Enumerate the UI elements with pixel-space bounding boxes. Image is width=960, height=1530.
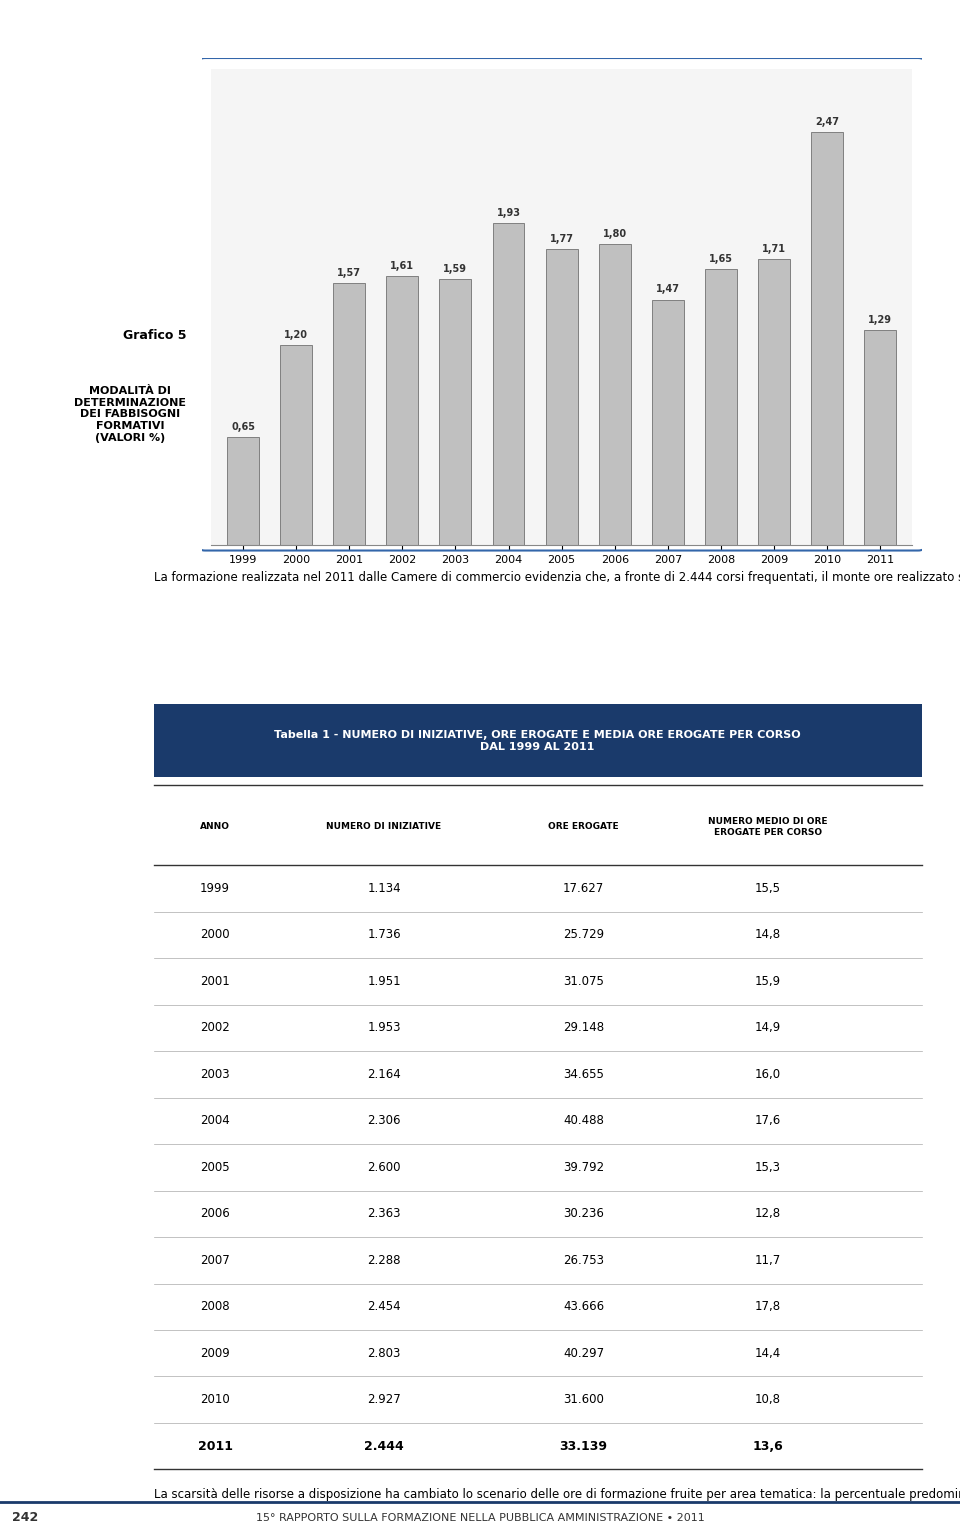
Bar [492,222,524,545]
Text: 16,0: 16,0 [755,1068,781,1080]
Text: 17.627: 17.627 [564,881,604,895]
Text: 2010: 2010 [201,1394,229,1406]
Text: 2009: 2009 [201,1346,229,1360]
Text: 29.148: 29.148 [564,1022,604,1034]
Bar [228,436,259,545]
Text: 2007: 2007 [201,1253,229,1267]
Text: La scarsità delle risorse a disposizione ha cambiato lo scenario delle ore di fo: La scarsità delle risorse a disposizione… [154,1487,960,1501]
Text: 14,4: 14,4 [755,1346,781,1360]
Text: 2.803: 2.803 [368,1346,400,1360]
Text: 2.927: 2.927 [367,1394,401,1406]
Text: 2002: 2002 [201,1022,229,1034]
Text: 43.666: 43.666 [564,1300,604,1313]
Text: NUMERO MEDIO DI ORE
EROGATE PER CORSO: NUMERO MEDIO DI ORE EROGATE PER CORSO [708,817,828,837]
Text: 2011: 2011 [198,1440,232,1452]
Text: 25.729: 25.729 [564,929,604,941]
Bar [599,245,631,545]
Text: 15,3: 15,3 [755,1161,781,1174]
Text: 10,8: 10,8 [755,1394,781,1406]
Text: 17,6: 17,6 [755,1114,781,1128]
Text: 34.655: 34.655 [564,1068,604,1080]
Text: 40.297: 40.297 [564,1346,604,1360]
Text: 2.363: 2.363 [368,1207,400,1221]
Bar [811,132,843,545]
Text: CAMERE DI COMMERCIO: CAMERE DI COMMERCIO [12,12,200,28]
Text: 1,77: 1,77 [549,234,573,245]
Text: PARTE II - CAPITOLO 7: PARTE II - CAPITOLO 7 [777,12,948,28]
Text: 26.753: 26.753 [564,1253,604,1267]
Text: 2006: 2006 [201,1207,229,1221]
Text: 30.236: 30.236 [564,1207,604,1221]
Text: 40.488: 40.488 [564,1114,604,1128]
Text: 2.306: 2.306 [368,1114,400,1128]
Text: 1,47: 1,47 [656,285,680,294]
Text: 2000: 2000 [201,929,229,941]
Text: 1,93: 1,93 [496,208,520,217]
Text: 1.736: 1.736 [367,929,401,941]
Text: 33.139: 33.139 [560,1440,608,1452]
Text: 17,8: 17,8 [755,1300,781,1313]
Bar [758,260,790,545]
Text: 2.600: 2.600 [368,1161,400,1174]
Bar [440,280,471,545]
Text: 0,65: 0,65 [231,422,255,431]
Text: 2.164: 2.164 [367,1068,401,1080]
Text: 2.444: 2.444 [364,1440,404,1452]
Text: 1,61: 1,61 [391,262,415,271]
Bar [280,344,312,545]
Text: 39.792: 39.792 [564,1161,604,1174]
Text: 1,80: 1,80 [603,230,627,239]
Text: La formazione realizzata nel 2011 dalle Camere di commercio evidenzia che, a fro: La formazione realizzata nel 2011 dalle … [154,571,960,584]
Text: 2.288: 2.288 [368,1253,400,1267]
Text: 1,20: 1,20 [284,329,308,340]
Text: ANNO: ANNO [200,822,230,831]
Bar [545,249,578,545]
Text: NUMERO DI INIZIATIVE: NUMERO DI INIZIATIVE [326,822,442,831]
Text: 1.134: 1.134 [367,881,401,895]
Text: 2.454: 2.454 [367,1300,401,1313]
Text: 2004: 2004 [201,1114,229,1128]
Text: 13,6: 13,6 [753,1440,783,1452]
Text: 14,9: 14,9 [755,1022,781,1034]
Text: 1999: 1999 [200,881,230,895]
Text: 1,57: 1,57 [337,268,361,278]
Text: 1,65: 1,65 [708,254,732,265]
Bar [333,283,365,545]
Text: 15,9: 15,9 [755,975,781,988]
Text: Grafico 5: Grafico 5 [123,329,186,341]
Text: 1.953: 1.953 [368,1022,400,1034]
Text: Tabella 1 - NUMERO DI INIZIATIVE, ORE EROGATE E MEDIA ORE EROGATE PER CORSO
DAL : Tabella 1 - NUMERO DI INIZIATIVE, ORE ER… [275,730,801,751]
Text: MODALITÀ DI
DETERMINAZIONE
DEI FABBISOGNI
FORMATIVI
(VALORI %): MODALITÀ DI DETERMINAZIONE DEI FABBISOGN… [74,386,186,442]
Text: 1,59: 1,59 [444,265,468,274]
Bar [386,275,419,545]
Bar [652,300,684,545]
Text: 242: 242 [12,1512,37,1524]
Text: 11,7: 11,7 [755,1253,781,1267]
Text: 31.600: 31.600 [564,1394,604,1406]
Text: 15° RAPPORTO SULLA FORMAZIONE NELLA PUBBLICA AMMINISTRAZIONE • 2011: 15° RAPPORTO SULLA FORMAZIONE NELLA PUBB… [255,1513,705,1522]
Text: ORE EROGATE: ORE EROGATE [548,822,619,831]
Text: 14,8: 14,8 [755,929,781,941]
Text: 2008: 2008 [201,1300,229,1313]
Text: 31.075: 31.075 [564,975,604,988]
Bar [154,704,922,777]
Text: 2001: 2001 [201,975,229,988]
Text: 2005: 2005 [201,1161,229,1174]
Text: 2003: 2003 [201,1068,229,1080]
Text: 1.951: 1.951 [367,975,401,988]
Text: 12,8: 12,8 [755,1207,781,1221]
Bar [705,269,737,545]
Text: 1,29: 1,29 [868,315,892,324]
Text: 1,71: 1,71 [762,245,786,254]
Text: 15,5: 15,5 [755,881,781,895]
Bar [864,329,896,545]
Text: 2,47: 2,47 [815,118,839,127]
